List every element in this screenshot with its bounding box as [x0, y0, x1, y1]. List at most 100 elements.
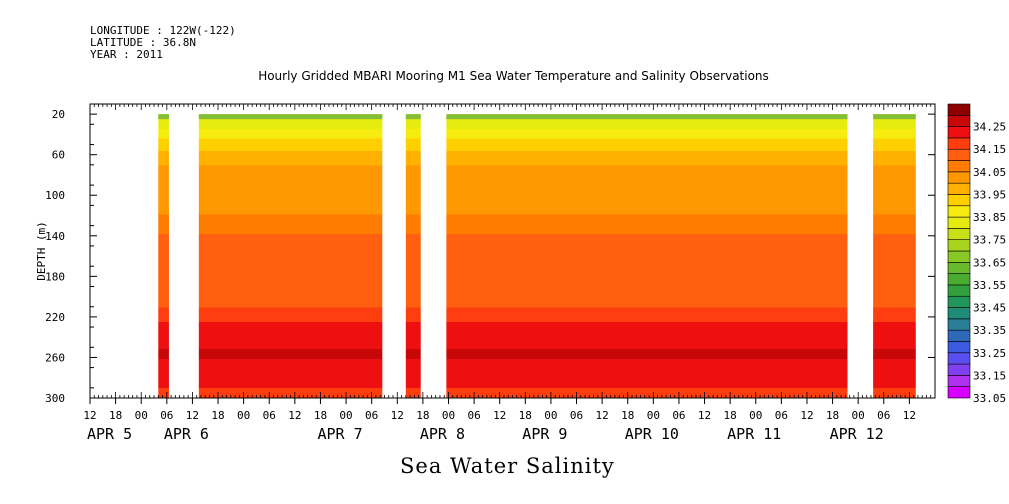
- y-tick-label: 60: [52, 149, 65, 162]
- colorbar-label: 33.35: [973, 324, 1006, 337]
- x-tick-label: 18: [211, 409, 224, 422]
- surface-band: [446, 114, 848, 120]
- x-tick-label: 06: [365, 409, 378, 422]
- chart-title: Hourly Gridded MBARI Mooring M1 Sea Wate…: [258, 69, 769, 83]
- colorbar-swatch: [947, 341, 971, 354]
- colorbar-label: 33.85: [973, 211, 1006, 224]
- date-label: APR 5: [87, 425, 132, 443]
- colorbar-swatch: [947, 160, 971, 173]
- colorbar-swatch: [947, 250, 971, 263]
- colorbar-swatch: [947, 318, 971, 331]
- y-tick-label: 260: [45, 351, 65, 364]
- x-tick-label: 18: [416, 409, 429, 422]
- colorbar: 34.25 34.15 34.05 33.95 33.85 33.75 33.65 33.55…: [947, 103, 1006, 405]
- year-label: YEAR : 2011: [90, 48, 163, 61]
- colorbar-swatch: [947, 182, 971, 195]
- x-tick-label: 00: [749, 409, 762, 422]
- y-axis-label: DEPTH (m): [35, 221, 48, 281]
- x-tick-label: 06: [467, 409, 480, 422]
- y-tick-label: 100: [45, 189, 65, 202]
- date-label: APR 8: [420, 425, 465, 443]
- x-tick-label: 12: [903, 409, 916, 422]
- x-tick-label: 00: [442, 409, 455, 422]
- colorbar-label: 33.05: [973, 392, 1006, 405]
- colorbar-swatch: [947, 148, 971, 161]
- data-block: [405, 114, 421, 398]
- colorbar-label: 34.05: [973, 166, 1006, 179]
- y-tick-label: 180: [45, 270, 65, 283]
- x-tick-label: 06: [672, 409, 685, 422]
- chart-subtitle: Sea Water Salinity: [400, 454, 615, 478]
- x-tick-label: 18: [519, 409, 532, 422]
- x-tick-label: 00: [237, 409, 250, 422]
- x-tick-label: 18: [109, 409, 122, 422]
- colorbar-label: 33.55: [973, 279, 1006, 292]
- colorbar-swatch: [947, 216, 971, 229]
- x-tick-label: 12: [186, 409, 199, 422]
- date-label: APR 7: [317, 425, 362, 443]
- colorbar-swatch: [947, 307, 971, 320]
- x-tick-label: 12: [595, 409, 608, 422]
- colorbar-swatch: [947, 262, 971, 274]
- colorbar-swatch: [947, 205, 971, 218]
- data-block: [158, 114, 169, 398]
- colorbar-label: 33.15: [973, 369, 1006, 382]
- x-tick-label: 06: [263, 409, 276, 422]
- x-tick-label: 18: [621, 409, 634, 422]
- x-tick-label: 18: [314, 409, 327, 422]
- x-tick-label: 12: [493, 409, 506, 422]
- data-block: [198, 114, 383, 398]
- latitude-label: LATITUDE : 36.8N: [90, 36, 196, 49]
- date-label: APR 10: [625, 425, 679, 443]
- colorbar-swatch: [947, 194, 971, 207]
- colorbar-label: 33.65: [973, 256, 1006, 269]
- colorbar-swatch: [947, 115, 971, 127]
- data-block: [446, 114, 848, 398]
- colorbar-label: 33.45: [973, 302, 1006, 315]
- colorbar-label: 33.75: [973, 234, 1006, 247]
- colorbar-swatch: [947, 126, 971, 139]
- colorbar-swatch: [947, 239, 971, 252]
- x-tick-label: 00: [544, 409, 557, 422]
- x-tick-label: 00: [339, 409, 352, 422]
- x-tick-label: 06: [160, 409, 173, 422]
- colorbar-label: 34.25: [973, 121, 1006, 134]
- y-tick-label: 220: [45, 311, 65, 324]
- colorbar-swatch: [947, 103, 971, 116]
- date-label: APR 9: [522, 425, 567, 443]
- surface-band: [405, 114, 421, 120]
- y-tick-label: 300: [45, 392, 65, 405]
- colorbar-swatch: [947, 375, 971, 387]
- colorbar-swatch: [947, 228, 971, 240]
- x-tick-label: 12: [288, 409, 301, 422]
- date-label: APR 12: [830, 425, 884, 443]
- axes: 20 60 100 140 180 220 260 300 DEPTH (m) 12 18 00 06 1…: [35, 103, 936, 443]
- colorbar-swatch: [947, 171, 971, 184]
- colorbar-swatch: [947, 363, 971, 376]
- plot-area: [158, 114, 916, 398]
- colorbar-label: 34.15: [973, 143, 1006, 156]
- x-tick-label: 12: [83, 409, 96, 422]
- x-tick-label: 00: [647, 409, 660, 422]
- colorbar-label: 33.25: [973, 347, 1006, 360]
- colorbar-label: 33.95: [973, 188, 1006, 201]
- x-tick-label: 06: [775, 409, 788, 422]
- colorbar-swatch: [947, 386, 971, 399]
- x-tick-label: 12: [698, 409, 711, 422]
- x-tick-label: 12: [800, 409, 813, 422]
- colorbar-swatch: [947, 352, 971, 365]
- date-label: APR 11: [727, 425, 781, 443]
- colorbar-swatch: [947, 273, 971, 286]
- x-tick-label: 06: [877, 409, 890, 422]
- y-tick-label: 140: [45, 230, 65, 243]
- surface-band: [873, 114, 916, 120]
- colorbar-swatch: [947, 329, 971, 342]
- surface-band: [158, 114, 169, 120]
- x-tick-label: 12: [391, 409, 404, 422]
- x-tick-label: 06: [570, 409, 583, 422]
- x-tick-label: 18: [724, 409, 737, 422]
- colorbar-swatch: [947, 284, 971, 297]
- x-tick-label: 00: [135, 409, 148, 422]
- longitude-label: LONGITUDE : 122W(-122): [90, 24, 236, 37]
- x-tick-label: 18: [826, 409, 839, 422]
